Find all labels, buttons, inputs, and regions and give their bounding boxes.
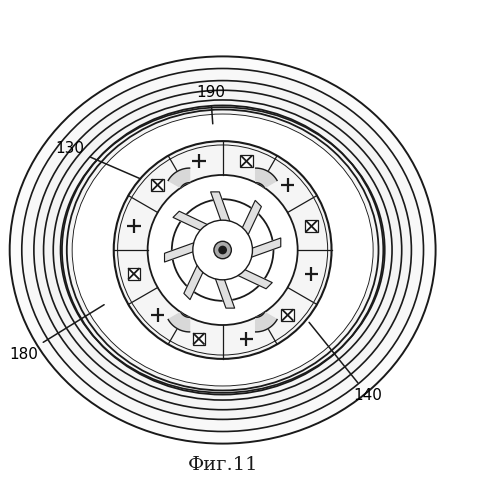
Bar xyxy=(127,268,140,280)
Polygon shape xyxy=(215,277,235,308)
Polygon shape xyxy=(236,268,272,289)
Polygon shape xyxy=(241,200,261,236)
Polygon shape xyxy=(168,168,190,188)
Bar xyxy=(240,155,253,168)
Polygon shape xyxy=(184,264,204,300)
Polygon shape xyxy=(250,238,281,258)
Polygon shape xyxy=(256,312,277,332)
Circle shape xyxy=(148,175,298,325)
Text: 180: 180 xyxy=(10,304,104,362)
Ellipse shape xyxy=(22,68,423,432)
Circle shape xyxy=(218,246,227,254)
Bar xyxy=(281,308,294,322)
Polygon shape xyxy=(168,312,190,332)
Bar xyxy=(193,332,205,345)
Ellipse shape xyxy=(73,114,373,386)
Polygon shape xyxy=(165,242,196,262)
Bar xyxy=(305,220,318,232)
Text: 130: 130 xyxy=(56,141,140,178)
Circle shape xyxy=(193,220,253,280)
Polygon shape xyxy=(211,192,230,223)
Ellipse shape xyxy=(10,56,436,444)
Polygon shape xyxy=(256,168,277,188)
Text: Фиг.11: Фиг.11 xyxy=(187,456,258,474)
Circle shape xyxy=(114,141,332,359)
Text: 190: 190 xyxy=(196,85,225,124)
Polygon shape xyxy=(173,211,209,232)
Circle shape xyxy=(214,242,231,258)
Bar xyxy=(151,178,164,192)
Circle shape xyxy=(172,199,273,301)
Text: 140: 140 xyxy=(309,322,382,402)
Ellipse shape xyxy=(34,80,411,419)
